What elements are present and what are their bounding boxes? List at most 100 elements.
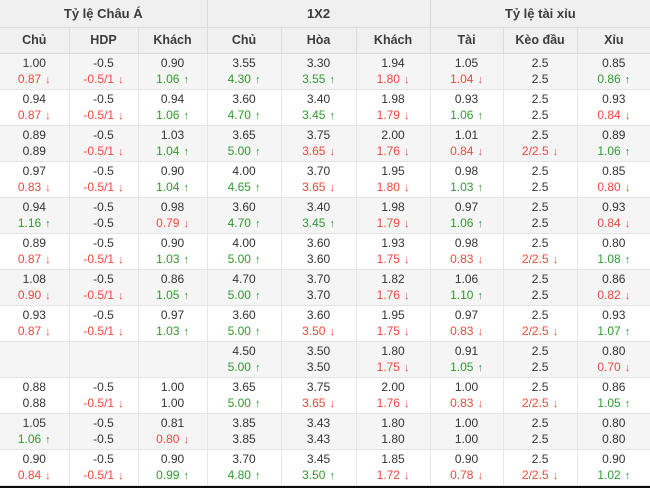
odds-value: 4.80 ↑ bbox=[207, 467, 282, 486]
odds-number: 1.06 bbox=[597, 144, 621, 159]
odds-value: 2/2.5 ↓ bbox=[503, 467, 578, 486]
arrow-up-icon: ↑ bbox=[254, 254, 261, 267]
odds-number: 1.04 bbox=[156, 180, 180, 195]
odds-value: 3.50 ↓ bbox=[281, 323, 357, 342]
arrow-down-icon: ↓ bbox=[477, 146, 483, 159]
odds-value: 1.04 ↑ bbox=[138, 179, 208, 198]
arrow-down-icon: ↓ bbox=[477, 398, 483, 411]
odds-value: 5.00 ↑ bbox=[207, 323, 282, 342]
odds-number: 1.05 bbox=[156, 288, 180, 303]
arrow-up-icon: ↑ bbox=[183, 74, 189, 87]
odds-number: 1.06 bbox=[156, 108, 180, 123]
odds-value: 1.06 ↑ bbox=[138, 71, 208, 90]
odds-number: 2/2.5 bbox=[521, 396, 549, 411]
arrow-up-icon: ↑ bbox=[254, 470, 261, 483]
odds-value: 4.70 ↑ bbox=[207, 215, 282, 234]
odds-row-open: 0.97 -0.5 0.90 4.00 3.70 1.95 0.98 2.5 0.85 bbox=[0, 161, 650, 179]
odds-value: -0.5 bbox=[69, 125, 139, 143]
arrow-up-icon: ↑ bbox=[254, 326, 261, 339]
odds-value: 1.00 bbox=[430, 377, 504, 395]
odds-number: 4.30 bbox=[227, 72, 251, 87]
odds-value: 0.86 bbox=[577, 269, 650, 287]
odds-value: 0.89 bbox=[0, 125, 70, 143]
arrow-down-icon: ↓ bbox=[552, 470, 559, 483]
odds-number: 0.87 bbox=[17, 108, 42, 123]
odds-number: 3.85 bbox=[232, 432, 256, 447]
odds-number: -0.5/1 bbox=[83, 324, 115, 339]
odds-number: 1.79 bbox=[376, 216, 400, 231]
odds-number: -0.5/1 bbox=[83, 144, 115, 159]
odds-value: 0.81 bbox=[138, 413, 208, 431]
odds-number: 0.84 bbox=[597, 108, 621, 123]
odds-value: 2.5 bbox=[503, 161, 578, 179]
odds-number: 1.75 bbox=[376, 360, 400, 375]
arrow-down-icon: ↓ bbox=[624, 110, 631, 123]
odds-value: 0.93 bbox=[0, 305, 70, 323]
odds-value: 3.60 bbox=[207, 197, 282, 215]
odds-value: 3.75 bbox=[281, 377, 357, 395]
odds-value: 2.5 bbox=[503, 71, 578, 90]
arrow-up-icon: ↑ bbox=[329, 470, 335, 483]
odds-value: 0.80 bbox=[577, 413, 650, 431]
odds-number: 0.88 bbox=[22, 396, 46, 411]
odds-value: 3.65 ↓ bbox=[281, 179, 357, 198]
arrow-down-icon: ↓ bbox=[45, 326, 51, 339]
odds-value: 0.93 bbox=[430, 89, 504, 107]
odds-value: 0.97 bbox=[138, 305, 208, 323]
odds-value: -0.5/1 ↓ bbox=[69, 179, 139, 198]
odds-number: 1.76 bbox=[376, 288, 400, 303]
odds-value: 3.50 bbox=[281, 359, 357, 378]
odds-value: 2.5 bbox=[503, 179, 578, 198]
odds-number: 0.86 bbox=[597, 72, 621, 87]
odds-number: 1.75 bbox=[376, 324, 400, 339]
odds-value: 4.70 ↑ bbox=[207, 107, 282, 126]
odds-number: 4.70 bbox=[227, 216, 251, 231]
arrow-down-icon: ↓ bbox=[45, 254, 51, 267]
arrow-down-icon: ↓ bbox=[552, 254, 559, 267]
arrow-up-icon: ↑ bbox=[254, 218, 261, 231]
odds-number: 1.06 bbox=[17, 432, 42, 447]
odds-number: 4.80 bbox=[227, 468, 251, 483]
odds-value: 1.02 ↑ bbox=[577, 467, 650, 486]
odds-value: 1.80 ↓ bbox=[356, 71, 431, 90]
arrow-up-icon: ↑ bbox=[45, 434, 51, 447]
odds-value: 0.90 bbox=[138, 449, 208, 467]
odds-value: 0.98 bbox=[430, 161, 504, 179]
odds-number: 3.65 bbox=[302, 144, 326, 159]
odds-row-live: 0.88 -0.5/1 ↓ 1.00 5.00 ↑ 3.65 ↓ 1.76 ↓ 0.83 ↓ 2/2.5… bbox=[0, 395, 650, 414]
odds-value: 0.94 bbox=[0, 197, 70, 215]
odds-number: 5.00 bbox=[227, 252, 251, 267]
odds-value: 0.83 ↓ bbox=[430, 251, 504, 270]
odds-number: -0.5/1 bbox=[83, 72, 115, 87]
odds-value: 0.89 bbox=[0, 143, 70, 162]
odds-number: 3.50 bbox=[302, 324, 326, 339]
arrow-down-icon: ↓ bbox=[118, 146, 124, 159]
odds-number: 1.04 bbox=[450, 72, 474, 87]
odds-row-open: 0.90 -0.5 0.90 3.70 3.45 1.85 0.90 2.5 0.90 bbox=[0, 449, 650, 467]
odds-value: 0.90 bbox=[138, 233, 208, 251]
odds-number: 2.5 bbox=[531, 108, 549, 123]
odds-value: 5.00 ↑ bbox=[207, 143, 282, 162]
odds-value: 1.08 ↑ bbox=[577, 251, 650, 270]
arrow-down-icon: ↓ bbox=[477, 326, 483, 339]
arrow-up-icon: ↑ bbox=[254, 398, 261, 411]
odds-value: 2.5 bbox=[503, 53, 578, 71]
odds-number: 1.08 bbox=[597, 252, 621, 267]
table-body: 1.00 -0.5 0.90 3.55 3.30 1.94 1.05 2.5 0.85 0.87 ↓… bbox=[0, 53, 650, 486]
odds-value: 2.5 bbox=[503, 287, 578, 306]
odds-number: 0.87 bbox=[17, 72, 42, 87]
odds-row-live: 0.87 ↓ -0.5/1 ↓ 1.06 ↑ 4.30 ↑ 3.55 ↑ 1.80 ↓ 1.04 ↓ 2.5… bbox=[0, 71, 650, 90]
arrow-down-icon: ↓ bbox=[118, 398, 124, 411]
odds-value: 1.82 bbox=[356, 269, 431, 287]
odds-value: 1.94 bbox=[356, 53, 431, 71]
arrow-down-icon: ↓ bbox=[118, 254, 124, 267]
odds-value: 0.82 ↓ bbox=[577, 287, 650, 306]
arrow-down-icon: ↓ bbox=[45, 74, 51, 87]
odds-number: -0.5/1 bbox=[83, 288, 115, 303]
odds-value: 0.79 ↓ bbox=[138, 215, 208, 234]
odds-row-live: 0.87 ↓ -0.5/1 ↓ 1.06 ↑ 4.70 ↑ 3.45 ↑ 1.79 ↓ 1.06 ↑ 2.5… bbox=[0, 107, 650, 126]
odds-value: 1.03 bbox=[138, 125, 208, 143]
odds-value bbox=[69, 359, 139, 378]
column-header: Chủ bbox=[0, 27, 70, 54]
odds-value: 1.76 ↓ bbox=[356, 143, 431, 162]
